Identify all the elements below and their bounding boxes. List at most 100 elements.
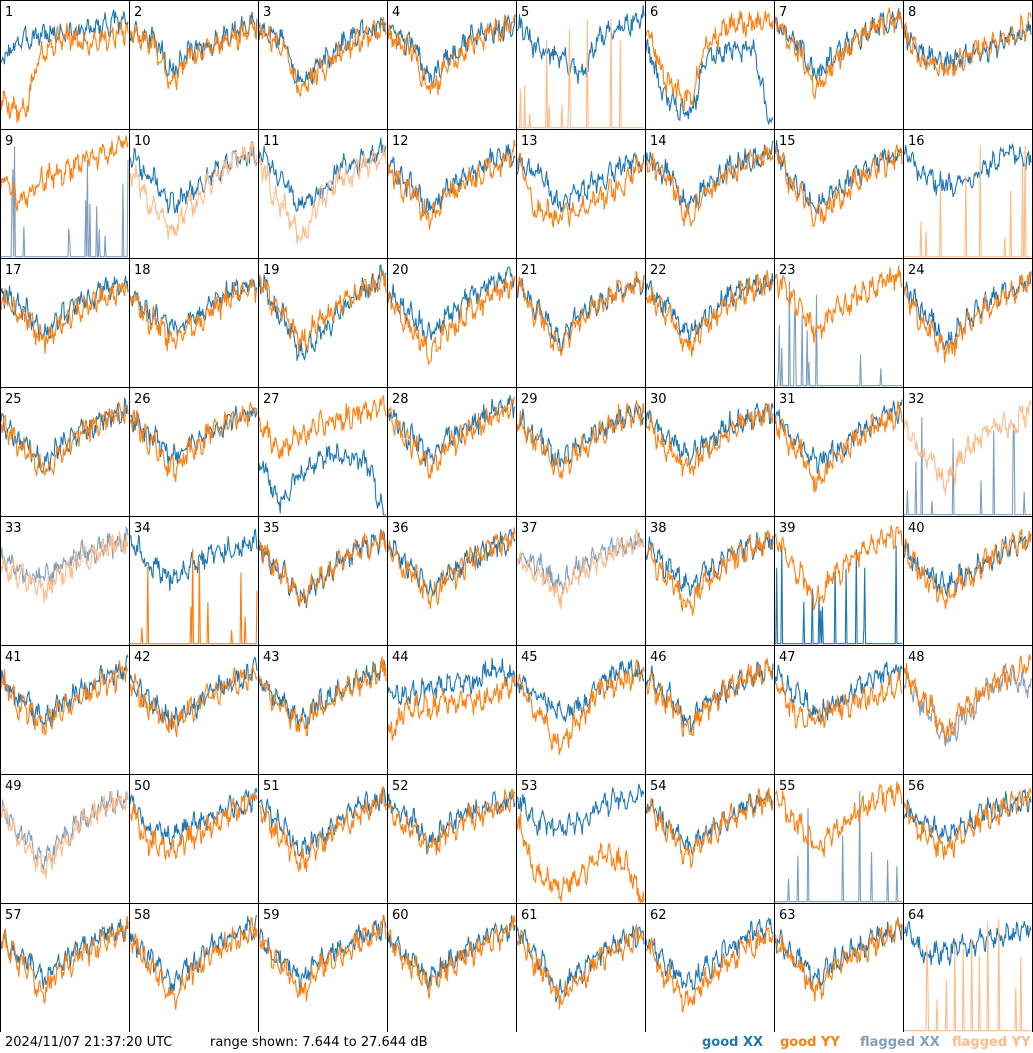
series-yy-panel-17 (1, 282, 129, 354)
series-yy-panel-59 (259, 915, 387, 1002)
panel-18-traces (130, 277, 258, 352)
panel-label: 2 (134, 5, 142, 20)
series-yy-panel-27 (259, 394, 387, 459)
series-yy-panel-12 (388, 139, 516, 230)
series-yy-panel-45 (517, 659, 645, 755)
panel-36-traces (388, 527, 516, 609)
series-xx-panel-64 (904, 920, 1032, 966)
panel-label: 20 (392, 263, 409, 278)
series-xx-panel-59 (259, 914, 387, 990)
panel-14-traces (646, 140, 774, 227)
panel-label: 40 (908, 521, 925, 536)
series-yy-panel-1 (1, 19, 129, 123)
series-xx-panel-9 (1, 146, 129, 258)
panel-label: 7 (779, 5, 787, 20)
series-yy-panel-35 (259, 530, 387, 607)
panel-56-traces (904, 787, 1032, 860)
series-yy-panel-4 (388, 14, 516, 95)
panel-9-traces (1, 135, 129, 258)
panel-25-traces (1, 396, 129, 477)
series-yy-panel-43 (259, 656, 387, 737)
panel-label: 51 (263, 779, 280, 794)
panel-47-traces (775, 661, 903, 730)
series-yy-panel-6 (646, 10, 774, 111)
panel-4-traces (388, 13, 516, 95)
panel-label: 26 (134, 392, 151, 407)
panel-label: 22 (650, 263, 667, 278)
series-yy-panel-23 (775, 265, 903, 344)
series-yy-panel-21 (517, 271, 645, 356)
series-xx-panel-39 (775, 544, 902, 645)
panel-label: 31 (779, 392, 796, 407)
panel-54-traces (646, 787, 774, 870)
series-yy-panel-15 (775, 144, 903, 228)
series-yy-panel-38 (646, 529, 774, 616)
series-xx-panel-42 (130, 656, 258, 730)
series-yy-panel-52 (388, 788, 516, 856)
series-yy-panel-2 (130, 17, 258, 91)
series-xx-panel-53 (517, 783, 645, 837)
series-yy-panel-11 (259, 146, 387, 245)
panel-8-traces (904, 12, 1032, 77)
panel-label: 27 (263, 392, 280, 407)
series-xx-panel-15 (775, 139, 903, 215)
panel-46-traces (646, 658, 774, 738)
series-yy-panel-5 (517, 18, 644, 129)
panel-49-traces (1, 789, 129, 879)
panel-label: 21 (521, 263, 538, 278)
panel-14: 14 (645, 129, 775, 259)
range-text: range shown: 7.644 to 27.644 dB (210, 1035, 428, 1050)
panel-62-traces (646, 917, 774, 1013)
panel-2-traces (130, 11, 258, 91)
series-yy-panel-19 (259, 269, 387, 353)
panel-label: 32 (908, 392, 925, 407)
series-yy-panel-8 (904, 12, 1032, 77)
series-yy-panel-14 (646, 145, 774, 227)
panel-30-traces (646, 402, 774, 477)
series-yy-panel-7 (775, 7, 903, 100)
series-xx-panel-5 (517, 5, 645, 84)
panel-28-traces (388, 395, 516, 480)
panel-58: 58 (129, 903, 259, 1032)
panel-label: 55 (779, 779, 796, 794)
panel-43-traces (259, 656, 387, 737)
footer-bar: 2024/11/07 21:37:20 UTC range shown: 7.6… (0, 1032, 1033, 1053)
timestamp: 2024/11/07 21:37:20 UTC (5, 1035, 173, 1050)
panel-label: 48 (908, 650, 925, 665)
panel-24-traces (904, 271, 1032, 363)
panel-31-traces (775, 399, 903, 493)
series-yy-panel-47 (775, 669, 903, 730)
series-xx-panel-29 (517, 404, 645, 468)
panel-label: 17 (5, 263, 22, 278)
panel-label: 61 (521, 908, 538, 923)
series-xx-panel-58 (130, 914, 258, 994)
panel-label: 37 (521, 521, 538, 536)
panel-label: 5 (521, 5, 529, 20)
series-yy-panel-50 (130, 793, 258, 860)
legend-good-yy: good YY (780, 1035, 840, 1050)
panel-7-traces (775, 7, 903, 100)
series-yy-panel-62 (646, 926, 774, 1013)
panel-label: 52 (392, 779, 409, 794)
panel-27-traces (259, 394, 387, 516)
panel-38-traces (646, 529, 774, 616)
panel-label: 29 (521, 392, 538, 407)
panel-38: 38 (645, 516, 775, 646)
series-yy-panel-25 (1, 401, 129, 477)
panel-26-traces (130, 402, 258, 483)
series-yy-panel-44 (388, 674, 516, 741)
panel-label: 18 (134, 263, 151, 278)
series-xx-panel-19 (259, 264, 387, 361)
panel-label: 12 (392, 134, 409, 149)
series-yy-panel-33 (1, 531, 129, 604)
series-xx-panel-34 (130, 528, 258, 592)
panel-label: 6 (650, 5, 658, 20)
series-yy-panel-32 (904, 400, 1032, 496)
panel-label: 9 (5, 134, 13, 149)
panel-1-traces (1, 9, 129, 123)
series-yy-panel-39 (775, 524, 903, 611)
series-xx-panel-26 (130, 405, 258, 467)
panel-label: 13 (521, 134, 538, 149)
series-xx-panel-36 (388, 528, 516, 596)
panel-23-traces (775, 265, 903, 387)
